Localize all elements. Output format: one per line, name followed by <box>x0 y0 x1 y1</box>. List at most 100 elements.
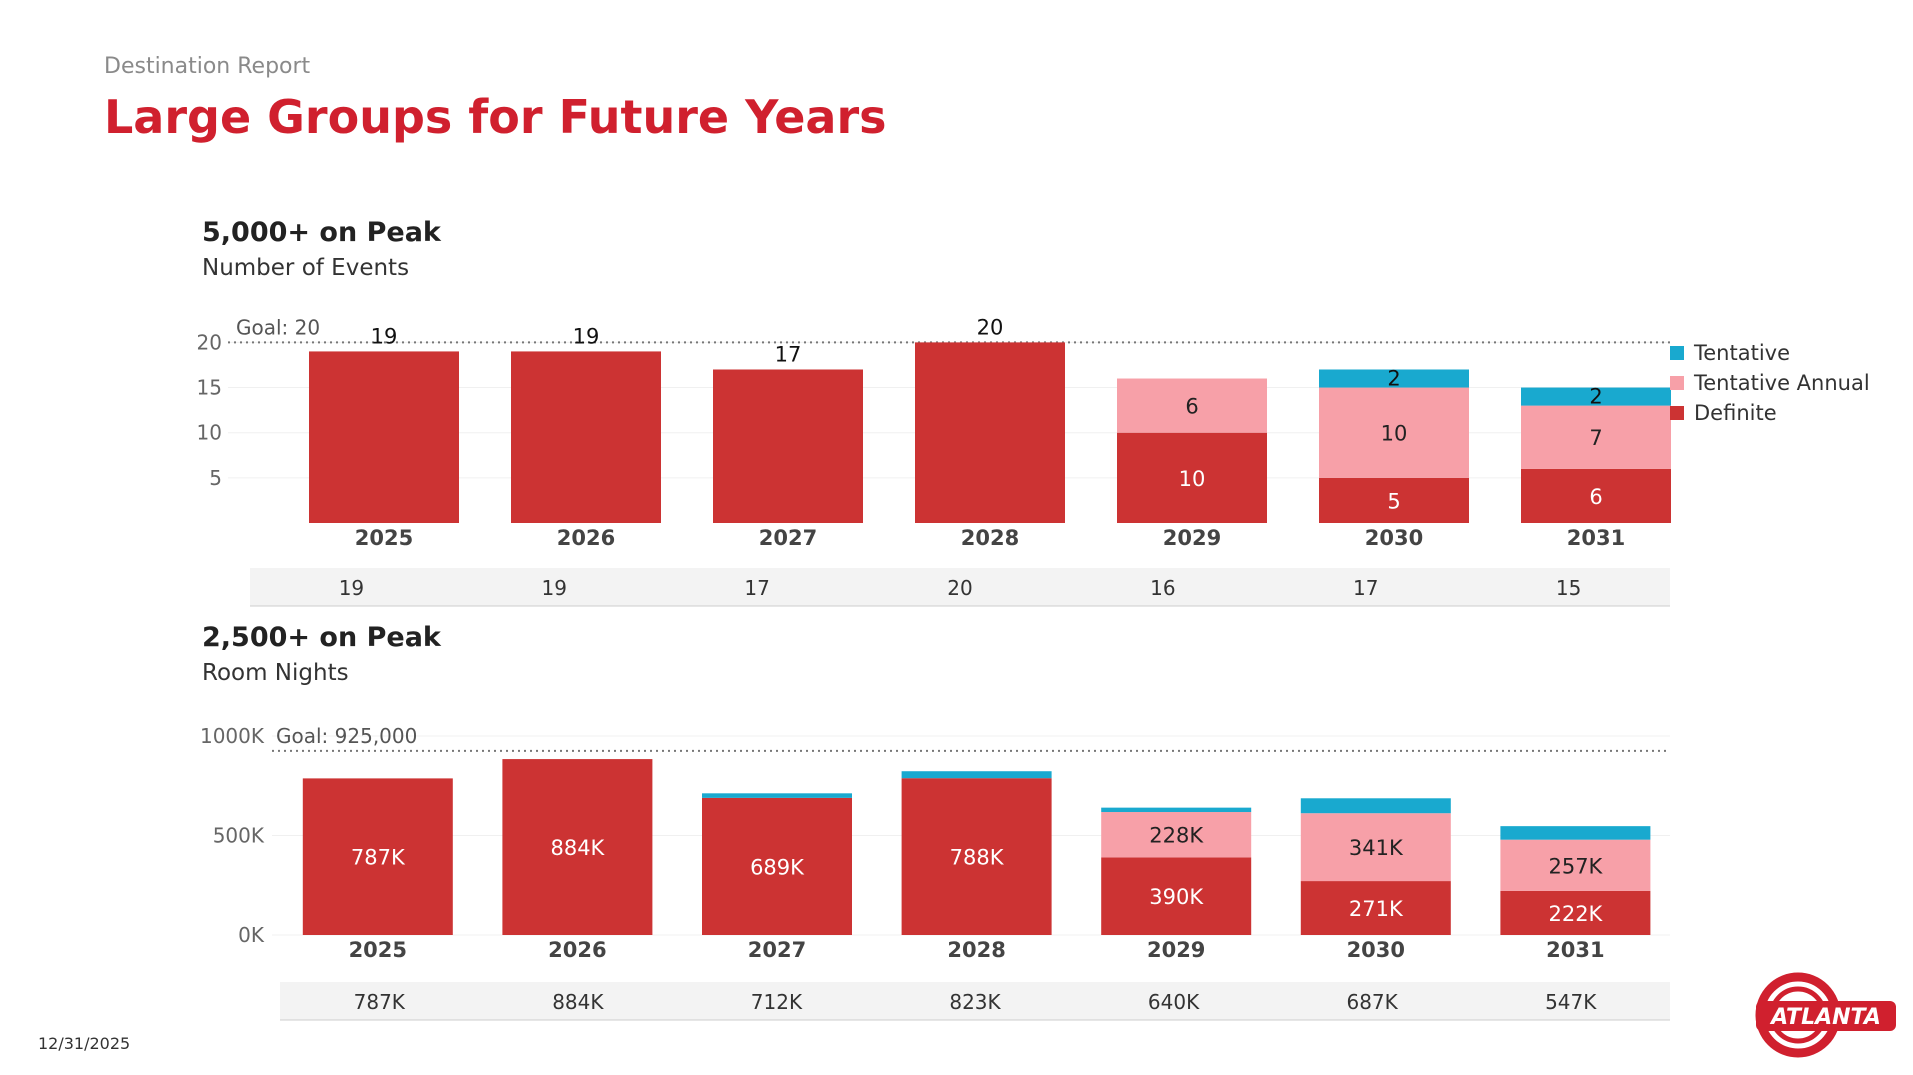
total-value: 547K <box>1545 990 1597 1014</box>
bar-definite <box>309 351 459 523</box>
data-label-definite: 271K <box>1349 897 1404 921</box>
data-label-definite: 6 <box>1589 485 1602 509</box>
data-label-tentative-annual: 10 <box>1381 422 1408 446</box>
total-value: 20 <box>947 576 972 600</box>
bar-definite <box>511 351 661 523</box>
bar-definite <box>1319 477 1469 523</box>
x-tick-label: 2027 <box>759 526 817 550</box>
bar-tentative <box>702 793 852 798</box>
totals-row <box>280 982 1670 1020</box>
total-value: 17 <box>1353 576 1378 600</box>
data-label-tentative-annual: 257K <box>1548 854 1603 878</box>
bar-definite <box>1300 881 1451 935</box>
data-label-definite: 19 <box>371 324 398 348</box>
x-tick-label: 2027 <box>748 938 806 962</box>
bar-definite <box>713 369 863 523</box>
data-label-definite: 17 <box>775 342 802 366</box>
chart1-subtitle: Number of Events <box>202 255 410 281</box>
bar-tentative-annual <box>1300 813 1451 882</box>
bar-definite <box>702 797 852 935</box>
data-label-tentative: 2 <box>1589 385 1602 409</box>
bar-tentative <box>901 771 1052 779</box>
data-label-definite: 884K <box>550 836 605 860</box>
x-tick-label: 2029 <box>1147 938 1205 962</box>
totals-row <box>250 568 1670 606</box>
x-tick-label: 2025 <box>349 938 407 962</box>
y-tick-label: 15 <box>197 376 222 400</box>
x-tick-label: 2026 <box>557 526 615 550</box>
report-date: 12/31/2025 <box>38 1034 131 1053</box>
legend-item-tentative[interactable]: Tentative <box>1670 338 1870 368</box>
data-label-tentative-annual: 228K <box>1149 824 1204 848</box>
bar-tentative <box>1101 807 1252 813</box>
y-tick-label: 1000K <box>200 724 265 748</box>
legend-item-definite[interactable]: Definite <box>1670 398 1870 428</box>
bar-tentative-annual <box>1117 378 1267 433</box>
report-label: Destination Report <box>104 54 311 79</box>
y-tick-label: 5 <box>209 466 222 490</box>
page-title: Large Groups for Future Years <box>104 90 887 144</box>
x-tick-label: 2029 <box>1163 526 1221 550</box>
chart2-subtitle: Room Nights <box>202 660 349 686</box>
svg-text:ATLANTA: ATLANTA <box>1769 1005 1881 1030</box>
bar-definite <box>901 778 1052 935</box>
legend-label-tentative-annual: Tentative Annual <box>1694 371 1870 395</box>
total-value: 712K <box>751 990 803 1014</box>
x-tick-label: 2031 <box>1546 938 1604 962</box>
bar-tentative <box>1300 798 1451 814</box>
y-tick-label: 10 <box>197 421 222 445</box>
legend-swatch-tentative <box>1670 346 1684 360</box>
bar-tentative-annual <box>1319 387 1469 478</box>
chart1-title: 5,000+ on Peak <box>202 217 441 248</box>
data-label-definite: 19 <box>573 324 600 348</box>
total-value: 640K <box>1148 990 1200 1014</box>
goal-label: Goal: 20 <box>236 315 320 339</box>
total-value: 19 <box>542 576 567 600</box>
total-value: 687K <box>1346 990 1398 1014</box>
data-label-tentative-annual: 6 <box>1185 395 1198 419</box>
data-label-definite: 222K <box>1548 902 1603 926</box>
x-tick-label: 2030 <box>1347 938 1405 962</box>
bar-definite <box>302 778 453 935</box>
total-value: 787K <box>354 990 406 1014</box>
bar-definite <box>1500 890 1651 935</box>
bar-tentative <box>1319 369 1469 388</box>
data-label-tentative-annual: 341K <box>1349 836 1404 860</box>
y-tick-label: 0K <box>238 923 265 947</box>
x-tick-label: 2028 <box>947 938 1005 962</box>
legend-item-tentative-annual[interactable]: Tentative Annual <box>1670 368 1870 398</box>
total-value: 823K <box>949 990 1001 1014</box>
bar-definite <box>1521 468 1671 523</box>
chart2-title: 2,500+ on Peak <box>202 622 441 653</box>
goal-label: Goal: 925,000 <box>276 724 417 748</box>
total-value: 15 <box>1556 576 1581 600</box>
data-label-tentative-annual: 7 <box>1589 426 1602 450</box>
legend: Tentative Tentative Annual Definite <box>1670 338 1870 428</box>
data-label-definite: 20 <box>977 315 1004 339</box>
data-label-definite: 689K <box>750 855 805 879</box>
bar-tentative <box>1500 826 1651 840</box>
data-label-definite: 787K <box>351 846 406 870</box>
bar-definite <box>1101 857 1252 935</box>
bar-tentative-annual <box>1500 839 1651 891</box>
legend-swatch-definite <box>1670 406 1684 420</box>
y-tick-label: 20 <box>197 330 222 354</box>
x-tick-label: 2031 <box>1567 526 1625 550</box>
bar-tentative-annual <box>1101 812 1252 858</box>
legend-label-tentative: Tentative <box>1694 341 1791 365</box>
x-tick-label: 2030 <box>1365 526 1423 550</box>
data-label-definite: 5 <box>1387 489 1400 513</box>
bar-definite <box>1117 432 1267 523</box>
data-label-definite: 10 <box>1179 467 1206 491</box>
total-value: 884K <box>552 990 604 1014</box>
total-value: 16 <box>1150 576 1175 600</box>
legend-swatch-tentative-annual <box>1670 376 1684 390</box>
data-label-tentative: 2 <box>1387 366 1400 390</box>
x-tick-label: 2026 <box>548 938 606 962</box>
total-value: 17 <box>744 576 769 600</box>
bar-tentative <box>1521 387 1671 406</box>
y-tick-label: 500K <box>213 824 265 848</box>
bar-tentative-annual <box>1521 405 1671 469</box>
bar-definite <box>502 759 653 935</box>
